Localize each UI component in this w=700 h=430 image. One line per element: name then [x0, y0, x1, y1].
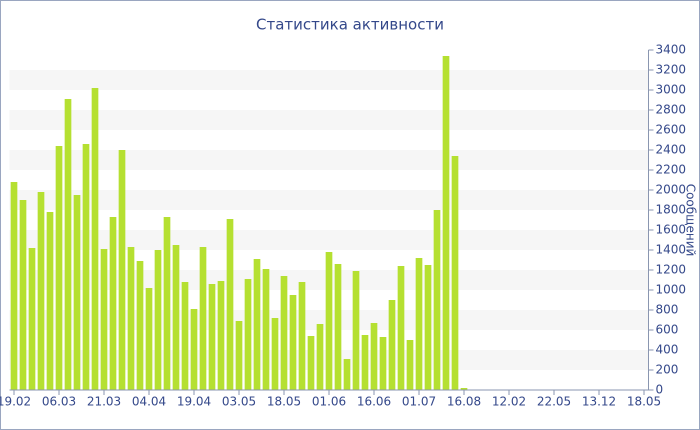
bar	[442, 56, 450, 390]
y-tick-label: 1600	[656, 223, 687, 237]
y-tick-label: 600	[656, 323, 679, 337]
bar	[64, 99, 72, 390]
bar	[343, 359, 351, 390]
x-tick-label: 12.02	[492, 395, 526, 409]
bar	[10, 182, 18, 390]
y-axis-label: Сообщений	[684, 184, 698, 257]
grid-band	[9, 150, 649, 170]
x-tick-label: 16.08	[447, 395, 481, 409]
bar	[433, 210, 441, 390]
y-tick-label: 2400	[656, 143, 687, 157]
y-tick-label: 3200	[656, 63, 687, 77]
bar	[271, 318, 279, 390]
bar	[316, 324, 324, 390]
x-tick-label: 06.03	[42, 395, 76, 409]
bar	[361, 335, 369, 390]
x-tick-label: 01.07	[402, 395, 436, 409]
x-tick-label: 21.03	[87, 395, 121, 409]
bar	[100, 249, 108, 390]
bar	[244, 279, 252, 390]
bar	[82, 144, 90, 390]
bar	[217, 281, 225, 390]
y-tick-label: 200	[656, 363, 679, 377]
bar	[145, 288, 153, 390]
bar	[226, 219, 234, 390]
bar	[289, 295, 297, 390]
bar	[253, 259, 261, 390]
x-tick-label: 18.05	[267, 395, 301, 409]
bar	[73, 195, 81, 390]
bar	[163, 217, 171, 390]
bar	[298, 282, 306, 390]
bar	[370, 323, 378, 390]
x-tick-label: 19.02	[0, 395, 31, 409]
bar	[262, 269, 270, 390]
bar	[451, 156, 459, 390]
y-tick-label: 400	[656, 343, 679, 357]
y-tick-label: 800	[656, 303, 679, 317]
y-tick-label: 2600	[656, 123, 687, 137]
bar	[280, 276, 288, 390]
bar	[415, 258, 423, 390]
bar	[352, 271, 360, 390]
bar	[28, 248, 36, 390]
bar	[136, 261, 144, 390]
bar	[55, 146, 63, 390]
bar	[19, 200, 27, 390]
bar	[208, 284, 216, 390]
bar	[127, 247, 135, 390]
y-tick-label: 2200	[656, 163, 687, 177]
bar	[37, 192, 45, 390]
bar	[325, 252, 333, 390]
y-tick-label: 2000	[656, 183, 687, 197]
y-tick-label: 1200	[656, 263, 687, 277]
y-tick-label: 2800	[656, 103, 687, 117]
x-tick-label: 13.12	[582, 395, 616, 409]
x-tick-label: 19.04	[177, 395, 211, 409]
bar	[424, 265, 432, 390]
x-tick-label: 03.05	[222, 395, 256, 409]
bar	[397, 266, 405, 390]
y-tick-label: 1000	[656, 283, 687, 297]
y-tick-label: 3000	[656, 83, 687, 97]
grid-band	[9, 190, 649, 210]
bar	[91, 88, 99, 390]
grid-band	[9, 230, 649, 250]
bar	[199, 247, 207, 390]
y-tick-label: 1400	[656, 243, 687, 257]
bar	[460, 388, 468, 390]
bar	[307, 336, 315, 390]
y-tick-label: 0	[656, 383, 664, 397]
grid-band	[9, 70, 649, 90]
bar	[109, 217, 117, 390]
bar	[379, 337, 387, 390]
bar	[154, 250, 162, 390]
x-tick-label: 18.05	[627, 395, 661, 409]
bar	[46, 212, 54, 390]
bar	[388, 300, 396, 390]
chart-title: Статистика активности	[256, 16, 444, 34]
x-tick-label: 22.05	[537, 395, 571, 409]
y-tick-label: 1800	[656, 203, 687, 217]
bar	[235, 321, 243, 390]
grid-band	[9, 110, 649, 130]
bar	[181, 282, 189, 390]
bar	[190, 309, 198, 390]
y-tick-label: 3400	[656, 43, 687, 57]
x-tick-label: 01.06	[312, 395, 346, 409]
bar	[118, 150, 126, 390]
bar	[334, 264, 342, 390]
x-tick-label: 16.06	[357, 395, 391, 409]
x-tick-label: 04.04	[132, 395, 166, 409]
bar	[172, 245, 180, 390]
bar	[406, 340, 414, 390]
